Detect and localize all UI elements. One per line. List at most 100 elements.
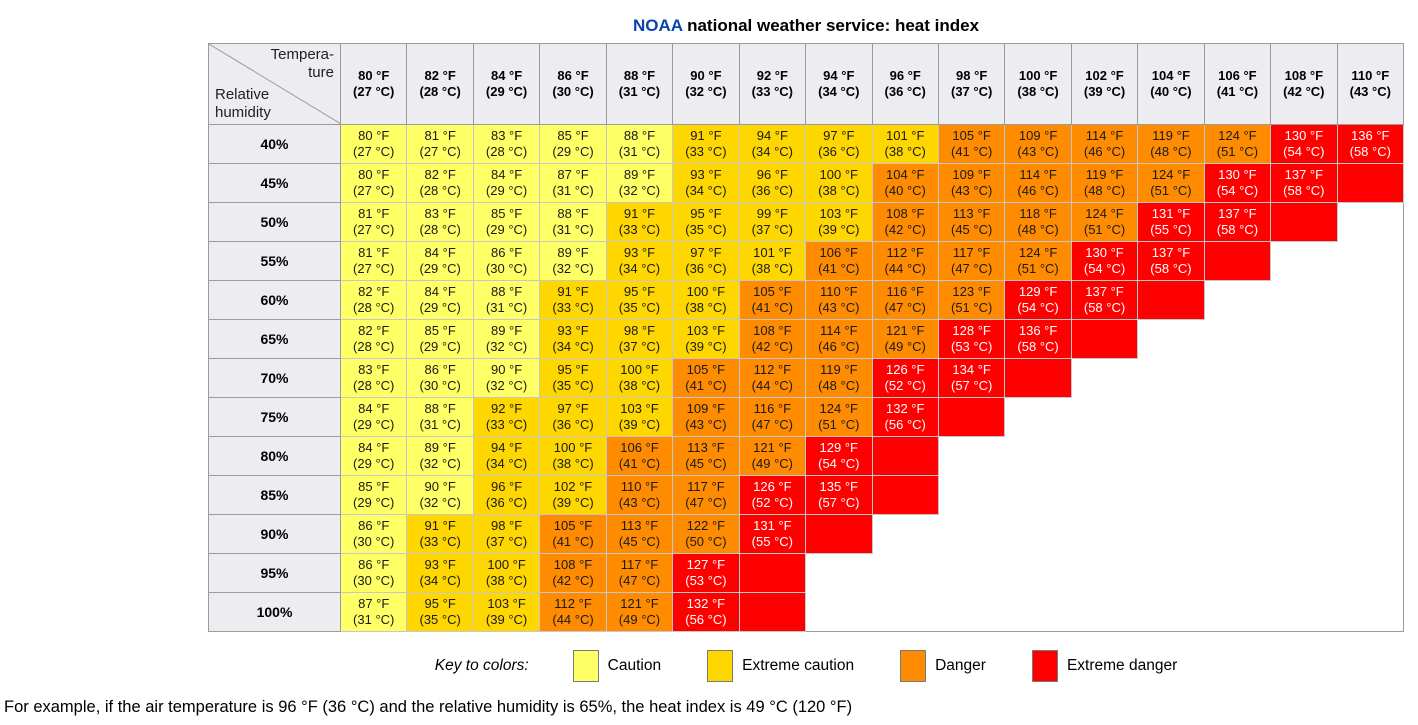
heat-index-cell: 94 °F (34 °C)	[472, 436, 541, 476]
heat-index-cell: 124 °F (51 °C)	[1070, 202, 1139, 242]
empty-cell	[938, 592, 1005, 632]
heat-index-cell: 132 °F (56 °C)	[672, 592, 740, 632]
humidity-row-header: 55%	[208, 241, 341, 281]
humidity-row-header: 45%	[208, 163, 341, 203]
empty-cell	[1137, 358, 1205, 398]
temperature-column-header: 80 °F (27 °C)	[339, 43, 408, 125]
empty-cell	[1137, 436, 1205, 476]
humidity-row: 80% 84 °F (29 °C) 89 °F (32 °C) 94 °F (34 °C) 1…	[208, 436, 1404, 476]
blank-extreme-danger-cell	[937, 397, 1006, 437]
heat-index-cell: 81 °F (27 °C)	[339, 202, 408, 242]
noaa-link[interactable]: NOAA	[632, 16, 683, 35]
empty-cell	[1204, 475, 1271, 515]
heat-index-cell: 131 °F (55 °C)	[738, 514, 807, 554]
empty-cell	[1004, 436, 1072, 476]
heat-index-cell: 100 °F (38 °C)	[672, 280, 740, 320]
heat-index-cell: 93 °F (34 °C)	[539, 319, 607, 359]
heat-index-cell: 90 °F (32 °C)	[406, 475, 474, 515]
empty-cell	[938, 436, 1005, 476]
humidity-row: 60% 82 °F (28 °C) 84 °F (29 °C) 88 °F (31 °C) 9…	[208, 280, 1404, 320]
heat-index-cell: 93 °F (34 °C)	[406, 553, 474, 593]
heat-index-cell: 122 °F (50 °C)	[672, 514, 740, 554]
heat-index-cell: 89 °F (32 °C)	[605, 163, 674, 203]
heat-index-cell: 100 °F (38 °C)	[605, 358, 674, 398]
empty-cell	[805, 592, 872, 632]
heat-index-cell: 119 °F (48 °C)	[805, 358, 873, 398]
heat-index-cell: 126 °F (52 °C)	[738, 475, 807, 515]
humidity-row-header: 95%	[208, 553, 341, 593]
heat-index-cell: 114 °F (46 °C)	[805, 319, 873, 359]
color-swatch-icon	[1031, 650, 1058, 682]
heat-index-cell: 108 °F (42 °C)	[738, 319, 807, 359]
heat-index-cell: 103 °F (39 °C)	[472, 592, 541, 632]
humidity-row-header: 90%	[208, 514, 341, 554]
heat-index-cell: 85 °F (29 °C)	[472, 202, 541, 242]
empty-cell	[1270, 592, 1338, 632]
heat-index-cell: 91 °F (33 °C)	[605, 202, 674, 242]
heat-index-cell: 85 °F (29 °C)	[406, 319, 474, 359]
heat-index-cell: 114 °F (46 °C)	[1070, 124, 1139, 164]
humidity-row-header: 85%	[208, 475, 341, 515]
blank-extreme-danger-cell	[1070, 319, 1139, 359]
heat-index-cell: 103 °F (39 °C)	[672, 319, 740, 359]
temperature-column-header: 84 °F (29 °C)	[472, 43, 541, 125]
color-key-item-label: Extreme danger	[1066, 657, 1178, 674]
heat-index-cell: 110 °F (43 °C)	[605, 475, 674, 515]
heat-index-cell: 81 °F (27 °C)	[339, 241, 408, 281]
heat-index-cell: 124 °F (51 °C)	[805, 397, 873, 437]
empty-cell	[1204, 592, 1271, 632]
empty-cell	[938, 553, 1005, 593]
empty-cell	[1004, 475, 1072, 515]
empty-cell	[1004, 553, 1072, 593]
empty-cell	[1270, 358, 1338, 398]
empty-cell	[1204, 280, 1271, 320]
temperature-column-header: 96 °F (36 °C)	[871, 43, 939, 125]
humidity-row-header: 65%	[208, 319, 341, 359]
empty-cell	[1137, 319, 1205, 359]
empty-cell	[1004, 592, 1072, 632]
temperature-column-header: 100 °F (38 °C)	[1004, 43, 1072, 125]
heat-index-cell: 87 °F (31 °C)	[339, 592, 408, 632]
empty-cell	[1337, 592, 1404, 632]
heat-index-cell: 89 °F (32 °C)	[472, 319, 541, 359]
heat-index-cell: 80 °F (27 °C)	[339, 163, 408, 203]
empty-cell	[1071, 553, 1138, 593]
heat-index-cell: 137 °F (58 °C)	[1137, 241, 1205, 281]
color-swatch-icon	[900, 650, 927, 682]
heat-index-cell: 84 °F (29 °C)	[406, 241, 474, 281]
heat-index-cell: 86 °F (30 °C)	[339, 553, 408, 593]
humidity-row: 40% 80 °F (27 °C) 81 °F (27 °C) 83 °F (28 °C) 8…	[208, 124, 1405, 164]
empty-cell	[1270, 553, 1338, 593]
heat-index-cell: 123 °F (51 °C)	[937, 280, 1006, 320]
empty-cell	[1337, 358, 1404, 398]
heat-index-table: Tempera-ture Relative humidity 80 °F (27 °…	[208, 43, 1405, 632]
empty-cell	[1337, 397, 1404, 437]
humidity-row-header: 60%	[208, 280, 341, 320]
heat-index-cell: 100 °F (38 °C)	[805, 163, 873, 203]
heat-index-cell: 131 °F (55 °C)	[1137, 202, 1205, 242]
heat-index-cell: 86 °F (30 °C)	[472, 241, 541, 281]
empty-cell	[1337, 475, 1404, 515]
color-key-item: Extreme danger	[1031, 650, 1178, 682]
color-key-item: Caution	[572, 650, 661, 682]
empty-cell	[1204, 514, 1271, 554]
heat-index-cell: 109 °F (43 °C)	[672, 397, 740, 437]
blank-extreme-danger-cell	[871, 475, 939, 515]
humidity-row: 95% 86 °F (30 °C) 93 °F (34 °C) 100 °F (38 °C)…	[208, 553, 1404, 593]
heat-index-cell: 137 °F (58 °C)	[1070, 280, 1139, 320]
heat-index-cell: 136 °F (58 °C)	[1336, 124, 1405, 164]
humidity-row-header: 50%	[208, 202, 341, 242]
heat-index-cell: 109 °F (43 °C)	[937, 163, 1006, 203]
empty-cell	[1071, 397, 1138, 437]
heat-index-cell: 84 °F (29 °C)	[472, 163, 541, 203]
heat-index-cell: 106 °F (41 °C)	[605, 436, 674, 476]
heat-index-cell: 130 °F (54 °C)	[1203, 163, 1272, 203]
temperature-column-header: 92 °F (33 °C)	[738, 43, 807, 125]
empty-cell	[1137, 553, 1205, 593]
heat-index-cell: 101 °F (38 °C)	[871, 124, 939, 164]
empty-cell	[872, 514, 939, 554]
heat-index-cell: 102 °F (39 °C)	[539, 475, 607, 515]
humidity-row-header: 80%	[208, 436, 341, 476]
heat-index-cell: 91 °F (33 °C)	[672, 124, 740, 164]
diagonal-divider	[209, 44, 341, 124]
